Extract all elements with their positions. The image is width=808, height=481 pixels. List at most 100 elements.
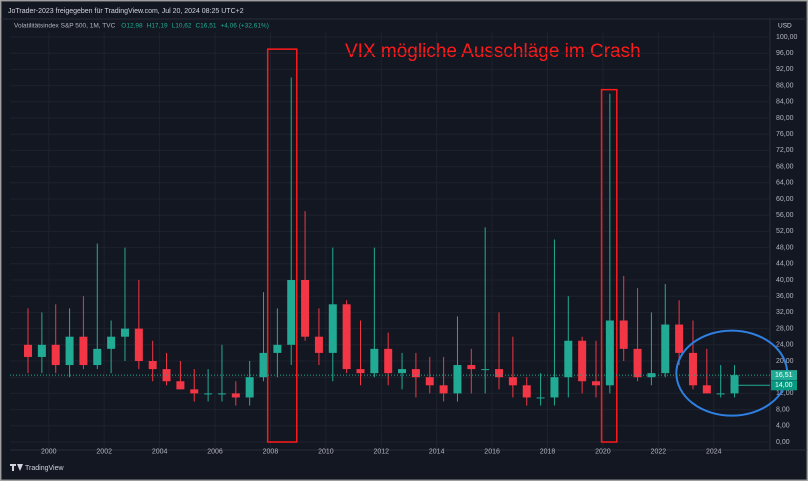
candle-body (217, 393, 226, 395)
y-tick-label: 0,00 (776, 439, 790, 446)
candle-body (190, 389, 199, 394)
y-tick-label: 52,00 (776, 228, 794, 235)
candle-body (495, 369, 504, 378)
y-tick-label: 56,00 (776, 212, 794, 219)
candle-body (231, 393, 240, 398)
legend-name: Volatilitätsindex S&P 500, 1M, TVC (14, 23, 116, 30)
legend-value: C16,51 (195, 23, 216, 30)
candle-body (342, 304, 351, 370)
candle-body (453, 365, 462, 394)
candle-body (508, 377, 517, 386)
candle-body (79, 336, 88, 366)
candle-body (148, 361, 157, 370)
x-tick-label: 2012 (373, 448, 389, 455)
candle-body (716, 393, 725, 395)
y-tick-label: 60,00 (776, 196, 794, 203)
candle-body (273, 344, 282, 353)
candle-body (314, 336, 323, 353)
candle-body (578, 340, 587, 382)
candle-body (550, 377, 559, 398)
candle-body (467, 365, 476, 370)
y-tick-label: 96,00 (776, 50, 794, 57)
candle-body (481, 369, 490, 371)
candle-body (176, 381, 185, 390)
highlight-box (600, 88, 618, 443)
y-tick-label: 40,00 (776, 277, 794, 284)
candle-body (688, 352, 697, 386)
candle-body (245, 377, 254, 398)
candle-body (605, 320, 614, 386)
last-price-label: 16,51 (775, 372, 793, 379)
candle-body (51, 344, 60, 366)
y-tick-label: 72,00 (776, 147, 794, 154)
candle-body (619, 320, 628, 349)
candle-body (536, 397, 545, 399)
last-price-tag (771, 370, 797, 381)
candle-body (93, 348, 102, 366)
x-tick-label: 2004 (152, 448, 168, 455)
candle-body (647, 373, 656, 378)
candle-body (259, 352, 268, 378)
candle-body (370, 348, 379, 374)
x-tick-label: 2010 (318, 448, 334, 455)
price-line-label: 14,00 (775, 382, 793, 389)
x-tick-label: 2000 (41, 448, 57, 455)
candle-body (675, 324, 684, 353)
x-tick-label: 2024 (706, 448, 722, 455)
candle-body (65, 336, 74, 366)
candle-body (120, 328, 129, 337)
candle-body (107, 336, 116, 349)
y-tick-label: 84,00 (776, 99, 794, 106)
x-tick-label: 2002 (96, 448, 112, 455)
y-tick-label: 68,00 (776, 163, 794, 170)
price-line-tag (771, 380, 797, 391)
y-tick-label: 28,00 (776, 325, 794, 332)
candle-body (287, 280, 296, 345)
footer: TradingView (25, 465, 64, 472)
y-tick-label: 8,00 (776, 406, 790, 413)
candle-body (702, 385, 711, 394)
y-tick-label: 48,00 (776, 244, 794, 251)
x-tick-label: 2008 (263, 448, 279, 455)
highlight-box (266, 48, 298, 443)
x-tick-label: 2020 (595, 448, 611, 455)
candle-body (592, 381, 601, 386)
y-tick-label: 12,00 (776, 390, 794, 397)
x-tick-label: 2006 (207, 448, 223, 455)
legend-change: +4,06 (+32,61%) (220, 23, 268, 30)
chart-title: VIX mögliche Ausschläge im Crash (345, 41, 641, 62)
candle-body (633, 348, 642, 378)
candle-body (356, 369, 365, 374)
candle-body (661, 324, 670, 374)
currency: USD (778, 23, 792, 30)
candle-body (134, 328, 143, 361)
logo (10, 464, 23, 471)
legend-value: H17,19 (147, 23, 168, 30)
x-tick-label: 2022 (651, 448, 667, 455)
candle-body (37, 344, 46, 357)
legend-value: O12,98 (121, 23, 143, 30)
header: JoTrader-2023 freigegeben für TradingVie… (8, 8, 244, 15)
y-tick-label: 24,00 (776, 342, 794, 349)
y-tick-label: 32,00 (776, 309, 794, 316)
y-tick-label: 76,00 (776, 131, 794, 138)
candle-body (730, 375, 739, 394)
x-tick-label: 2018 (540, 448, 556, 455)
y-tick-label: 88,00 (776, 82, 794, 89)
candle-body (522, 385, 531, 398)
y-tick-label: 80,00 (776, 115, 794, 122)
candle-body (411, 369, 420, 378)
y-tick-label: 4,00 (776, 423, 790, 430)
candle-body (328, 304, 337, 353)
candle-body (204, 393, 213, 395)
y-tick-label: 92,00 (776, 66, 794, 73)
x-tick-label: 2016 (484, 448, 500, 455)
y-tick-label: 44,00 (776, 261, 794, 268)
y-tick-label: 100,00 (776, 34, 798, 41)
candle-body (425, 377, 434, 386)
candle-body (398, 369, 407, 374)
legend-value: L10,62 (172, 23, 192, 30)
x-tick-label: 2014 (429, 448, 445, 455)
